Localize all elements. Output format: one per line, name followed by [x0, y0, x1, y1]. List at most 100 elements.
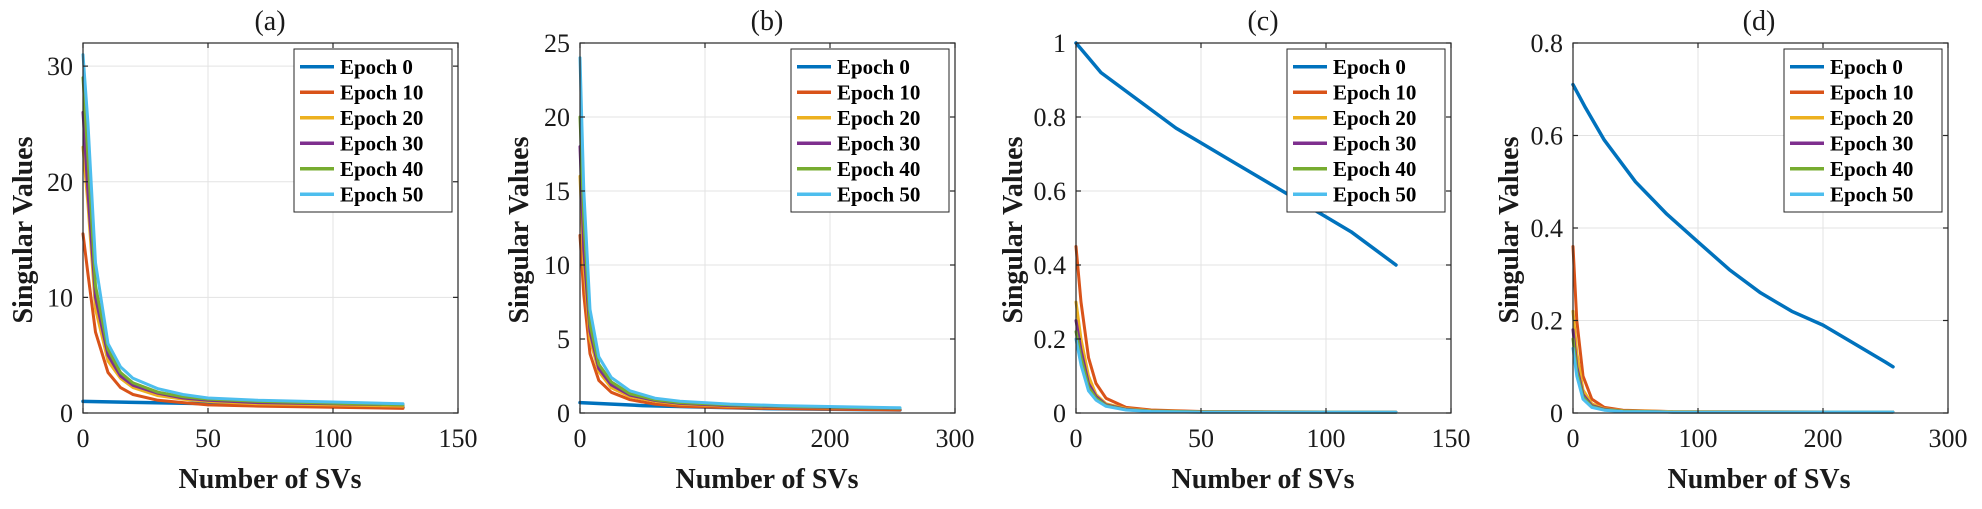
panel-title: (a) [254, 6, 285, 37]
y-tick-label: 0 [60, 399, 73, 428]
legend-item: Epoch 20 [797, 106, 920, 130]
panel-title: (c) [1247, 6, 1278, 37]
legend-label: Epoch 10 [340, 80, 423, 104]
legend-label: Epoch 20 [1830, 106, 1913, 130]
panel-title: (d) [1743, 6, 1776, 37]
y-tick-label: 0.6 [1531, 122, 1564, 151]
legend-label: Epoch 0 [1830, 55, 1903, 79]
x-tick-label: 200 [1804, 424, 1843, 453]
legend-item: Epoch 50 [797, 182, 920, 206]
legend-item: Epoch 0 [797, 55, 910, 79]
y-tick-label: 15 [544, 177, 570, 206]
legend-label: Epoch 20 [340, 106, 423, 130]
y-axis-label: Singular Values [504, 136, 535, 323]
panel-d: (d) Number of SVs Singular Values 0 100 20… [1494, 6, 1968, 495]
legend-item: Epoch 40 [300, 157, 423, 181]
x-tick-label: 300 [1929, 424, 1968, 453]
legend-item: Epoch 30 [797, 131, 920, 155]
legend-label: Epoch 30 [837, 131, 920, 155]
y-tick-label: 0.2 [1531, 307, 1564, 336]
y-tick-label: 10 [47, 283, 73, 312]
series-line-epoch-50 [1074, 337, 1398, 414]
legend-label: Epoch 40 [340, 157, 423, 181]
series-group [578, 56, 902, 412]
legend-item: Epoch 30 [1293, 131, 1416, 155]
legend-label: Epoch 50 [837, 182, 920, 206]
x-tick-label: 50 [1188, 424, 1214, 453]
legend-box [1286, 48, 1446, 213]
y-axis-label: Singular Values [998, 136, 1029, 323]
legend-item: Epoch 10 [1293, 80, 1416, 104]
axes-frame [82, 42, 459, 414]
panel-c: (c) Number of SVs Singular Values 0 50 100… [998, 6, 1471, 495]
y-tick-label: 0 [557, 399, 570, 428]
legend-item: Epoch 40 [797, 157, 920, 181]
legend-item: Epoch 50 [1790, 182, 1913, 206]
x-tick-label: 0 [77, 424, 90, 453]
x-tick-label: 0 [1567, 424, 1580, 453]
legend-label: Epoch 0 [1333, 55, 1406, 79]
y-tick-label: 20 [47, 168, 73, 197]
tick-group: 0 50 100 150 0 10 20 30 [47, 43, 478, 453]
y-tick-label: 30 [47, 52, 73, 81]
legend-item: Epoch 40 [1293, 157, 1416, 181]
legend-item: Epoch 0 [1293, 55, 1406, 79]
series-line-epoch-10 [81, 232, 405, 410]
panel-a: (a) Number of SVs Singular Values 0 50 100… [8, 6, 478, 495]
tick-group: 0 50 100 150 0 0.2 0.4 0.6 0.8 1 [1034, 29, 1471, 453]
x-tick-label: 100 [686, 424, 725, 453]
legend-label: Epoch 0 [340, 55, 413, 79]
legend-label: Epoch 50 [1333, 182, 1416, 206]
x-axis-label: Number of SVs [1667, 464, 1850, 495]
legend-label: Epoch 0 [837, 55, 910, 79]
y-tick-label: 20 [544, 103, 570, 132]
legend-label: Epoch 10 [837, 80, 920, 104]
legend-label: Epoch 50 [340, 182, 423, 206]
x-axis-label: Number of SVs [675, 464, 858, 495]
x-tick-label: 200 [811, 424, 850, 453]
legend-label: Epoch 20 [837, 106, 920, 130]
x-tick-label: 100 [1679, 424, 1718, 453]
y-tick-label: 25 [544, 29, 570, 58]
series-line-epoch-50 [81, 53, 405, 406]
series-group [1074, 41, 1398, 414]
y-tick-label: 0.8 [1531, 29, 1564, 58]
tick-group: 0 100 200 300 0 5 10 15 20 25 [544, 29, 975, 453]
x-axis-label: Number of SVs [1171, 464, 1354, 495]
y-tick-label: 0.8 [1034, 103, 1067, 132]
legend-box [293, 48, 453, 213]
x-axis-label: Number of SVs [178, 464, 361, 495]
legend-item: Epoch 30 [1790, 131, 1913, 155]
legend-item: Epoch 10 [1790, 80, 1913, 104]
series-line-epoch-50 [578, 56, 902, 410]
y-tick-label: 0 [1550, 399, 1563, 428]
legend-item: Epoch 50 [1293, 182, 1416, 206]
legend-label: Epoch 40 [1830, 157, 1913, 181]
series-line-epoch-0 [1074, 41, 1398, 267]
x-tick-label: 0 [574, 424, 587, 453]
series-line-epoch-50 [1571, 346, 1895, 414]
y-tick-label: 0.4 [1531, 214, 1564, 243]
legend-item: Epoch 20 [300, 106, 423, 130]
axes-frame [1075, 42, 1452, 414]
legend-box [790, 48, 950, 213]
legend-item: Epoch 10 [300, 80, 423, 104]
legend-label: Epoch 10 [1333, 80, 1416, 104]
x-tick-label: 100 [314, 424, 353, 453]
y-axis-label: Singular Values [1494, 136, 1525, 323]
x-tick-label: 150 [1432, 424, 1471, 453]
series-group [81, 53, 405, 410]
legend-label: Epoch 50 [1830, 182, 1913, 206]
series-group [1571, 82, 1895, 414]
legend-label: Epoch 30 [340, 131, 423, 155]
panel-title: (b) [751, 6, 784, 37]
y-tick-label: 10 [544, 251, 570, 280]
x-tick-label: 50 [195, 424, 221, 453]
legend-box [1783, 48, 1943, 213]
legend-item: Epoch 0 [300, 55, 413, 79]
